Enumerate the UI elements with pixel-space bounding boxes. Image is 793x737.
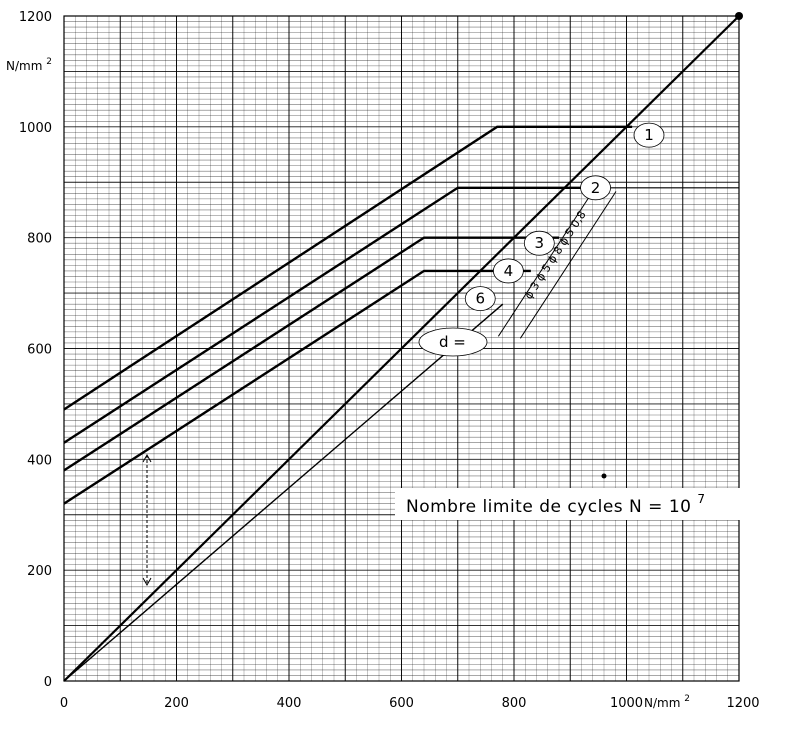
plot-frame <box>63 15 740 682</box>
x-tick-label: 600 <box>389 696 414 711</box>
series-line-1 <box>63 125 633 411</box>
series-label-1: 1 <box>644 126 654 144</box>
y-tick-label: 400 <box>27 453 52 468</box>
series-label-bubble <box>464 286 496 312</box>
y-tick-label: 1000 <box>19 121 52 136</box>
series-label-3: 3 <box>535 234 545 252</box>
diagonal-end-dot <box>735 12 743 20</box>
y-tick-label: 200 <box>27 564 52 579</box>
series-label-bubble <box>523 230 555 256</box>
series-line-6 <box>63 303 504 682</box>
d-label-oval: d = <box>418 327 488 357</box>
series-label-bubble <box>580 175 611 201</box>
y-tick-label: 600 <box>27 343 52 358</box>
x-tick-label: 200 <box>164 696 189 711</box>
svg-text:Nombre limite de cycles N = 1: Nombre limite de cycles N = 10 7 <box>406 492 706 517</box>
x-axis-unit: N/mm 2 <box>644 694 690 710</box>
series-line-2 <box>63 186 604 444</box>
y-tick-label: 1200 <box>19 10 52 25</box>
series-label-bubble <box>633 122 665 148</box>
y-tick-label: 0 <box>44 675 52 690</box>
x-tick-label: 1000 <box>610 696 643 711</box>
strip-edge-right <box>519 191 617 339</box>
note-exponent: 7 <box>697 492 705 506</box>
series-label-4: 4 <box>504 262 514 280</box>
series-label-bubble <box>492 258 524 284</box>
unit-exponent: 2 <box>46 57 52 67</box>
series-label-6: 6 <box>475 290 485 308</box>
y-tick-label: 800 <box>27 232 52 247</box>
y-axis-unit: N/mm 2 <box>6 57 52 73</box>
x-axis-ticks: 0 200 400 600 800 1000 1200 <box>60 696 760 711</box>
marker-dot <box>601 473 607 479</box>
series-group <box>63 12 743 682</box>
range-bracket <box>142 453 152 587</box>
x-tick-label: 800 <box>502 696 527 711</box>
x-tick-label: 1200 <box>726 696 759 711</box>
cycles-note: Nombre limite de cycles N = 10 7 <box>395 488 765 520</box>
y-axis-ticks: 0 200 400 600 800 1000 1200 <box>19 10 52 690</box>
series-label-2: 2 <box>591 179 601 197</box>
x-tick-label: 400 <box>277 696 302 711</box>
note-text: Nombre limite de cycles N = 10 <box>406 497 691 517</box>
strip-edge-left <box>497 189 595 337</box>
series-line-3 <box>63 236 559 472</box>
x-tick-label: 0 <box>60 696 68 711</box>
unit-exponent: 2 <box>684 694 690 704</box>
series-labels: 1 2 3 4 6 <box>464 122 665 312</box>
d-label: d = <box>439 333 466 351</box>
